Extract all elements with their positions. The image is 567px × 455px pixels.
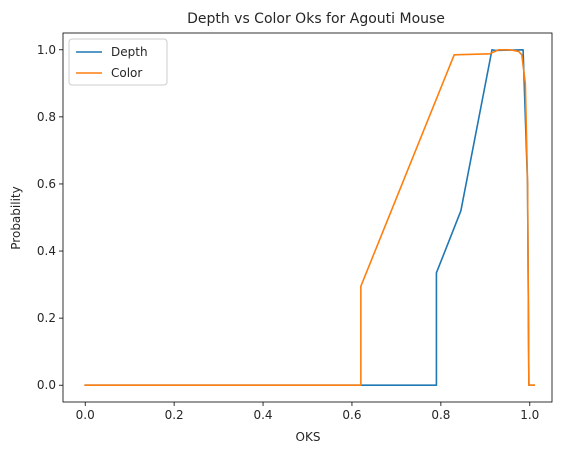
y-tick-label: 0.8 xyxy=(37,110,56,124)
plot-frame xyxy=(62,32,553,403)
legend: Depth Color xyxy=(68,38,168,86)
y-tick-label: 0.4 xyxy=(37,244,56,258)
y-tick-label: 0.0 xyxy=(37,378,56,392)
x-axis-label: OKS xyxy=(296,430,321,444)
y-tick-label: 0.2 xyxy=(37,311,56,325)
y-axis-label: Probability xyxy=(9,186,23,249)
y-tick-label: 1.0 xyxy=(37,43,56,57)
x-tick-label: 0.4 xyxy=(253,408,272,422)
x-tick-label: 1.0 xyxy=(520,408,539,422)
plot-area xyxy=(62,32,553,403)
y-axis: 0.0 0.2 0.4 0.6 0.8 1.0 xyxy=(37,43,63,392)
chart-title: Depth vs Color Oks for Agouti Mouse xyxy=(187,11,445,27)
legend-label-color: Color xyxy=(111,66,142,80)
x-tick-label: 0.6 xyxy=(342,408,361,422)
x-tick-label: 0.2 xyxy=(165,408,184,422)
legend-label-depth: Depth xyxy=(111,45,148,59)
x-axis: 0.0 0.2 0.4 0.6 0.8 1.0 xyxy=(76,402,539,422)
y-tick-label: 0.6 xyxy=(37,177,56,191)
series-layer xyxy=(84,48,536,387)
x-tick-label: 0.0 xyxy=(76,408,95,422)
plot-background xyxy=(63,33,552,402)
series-line-color xyxy=(84,48,536,387)
x-tick-label: 0.8 xyxy=(431,408,450,422)
